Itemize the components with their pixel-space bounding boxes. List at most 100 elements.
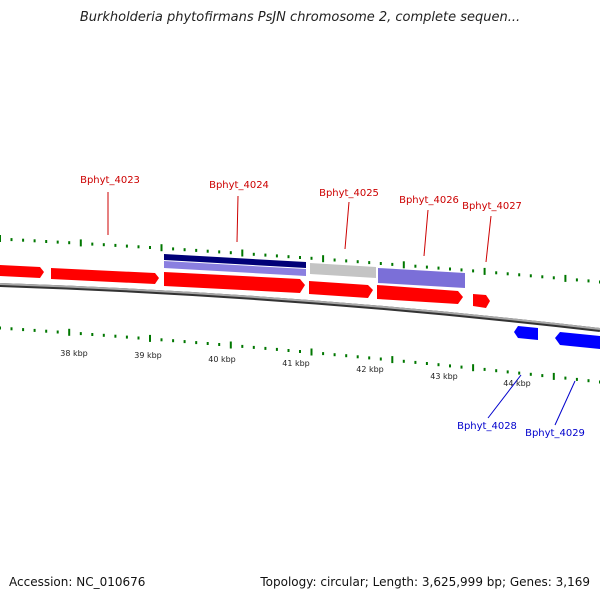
minor-tick	[449, 267, 451, 271]
minor-tick	[22, 328, 25, 332]
minor-tick	[275, 254, 278, 258]
minor-tick	[414, 264, 417, 268]
minor-tick	[264, 253, 267, 257]
major-tick	[391, 356, 394, 364]
gene-arrow-forward	[0, 265, 44, 278]
minor-tick	[425, 265, 428, 269]
feature-purple-bar	[378, 268, 465, 288]
minor-tick	[299, 350, 301, 353]
minor-tick	[541, 275, 544, 279]
gene-arrow-forward	[164, 272, 305, 293]
scale-label: 40 kbp	[208, 355, 236, 364]
callout-line	[423, 209, 429, 257]
minor-tick	[206, 342, 209, 345]
minor-tick	[183, 248, 186, 252]
callout-line	[344, 201, 350, 250]
other-features	[164, 254, 465, 288]
minor-tick	[79, 332, 82, 336]
callout-line	[485, 215, 492, 263]
minor-tick	[368, 261, 371, 265]
major-tick	[149, 334, 151, 342]
minor-tick	[575, 278, 578, 282]
minor-tick	[506, 370, 509, 374]
gene-label-forward: Bphyt_4025	[319, 188, 379, 199]
minor-tick	[149, 246, 151, 249]
minor-tick	[368, 356, 371, 360]
minor-tick	[137, 245, 140, 249]
minor-tick	[241, 344, 244, 348]
major-tick	[552, 372, 555, 380]
minor-tick	[379, 357, 382, 361]
minor-tick	[172, 247, 175, 251]
minor-tick	[68, 241, 71, 245]
minor-tick	[345, 259, 348, 263]
forward-gene-callouts: Bphyt_4023 Bphyt_4024 Bphyt_4025 Bphyt_4…	[80, 175, 522, 263]
minor-tick	[102, 333, 105, 337]
minor-tick	[252, 345, 255, 349]
minor-tick	[529, 372, 532, 376]
minor-tick	[33, 239, 36, 243]
reverse-gene-callouts: Bphyt_4028 Bphyt_4029	[457, 374, 585, 439]
reverse-gene-arrows	[514, 326, 600, 349]
minor-tick	[91, 333, 94, 336]
minor-tick	[56, 330, 59, 334]
accession-label: Accession: NC_010676	[9, 575, 146, 589]
minor-tick	[322, 352, 325, 356]
feature-dark-bar	[164, 254, 306, 268]
minor-tick	[195, 248, 198, 252]
minor-tick	[114, 243, 117, 247]
minor-tick	[22, 238, 25, 242]
scale-labels: 38 kbp 39 kbp 40 kbp 41 kbp 42 kbp 43 kb…	[60, 349, 531, 388]
minor-tick	[518, 371, 521, 375]
minor-tick	[252, 252, 255, 256]
tick-marks-layer	[0, 235, 600, 384]
minor-tick	[483, 367, 486, 371]
minor-tick	[102, 243, 105, 247]
minor-tick	[10, 238, 13, 242]
minor-tick	[45, 240, 48, 243]
minor-tick	[172, 339, 175, 343]
minor-tick	[414, 360, 417, 364]
minor-tick	[379, 262, 382, 265]
scale-label: 44 kbp	[503, 379, 531, 388]
minor-tick	[218, 343, 221, 346]
minor-tick	[541, 374, 544, 378]
minor-tick	[333, 353, 336, 357]
minor-tick	[449, 364, 451, 368]
minor-tick	[402, 359, 405, 363]
backbone-shadow	[0, 283, 600, 332]
minor-tick	[460, 365, 463, 369]
major-tick	[160, 244, 163, 252]
minor-tick	[575, 377, 578, 381]
feature-light-bar	[164, 261, 306, 276]
minor-tick	[587, 279, 590, 283]
minor-tick	[345, 354, 348, 358]
feature-grey-bar	[310, 263, 376, 278]
callout-line	[487, 374, 522, 419]
minor-tick	[391, 262, 394, 266]
major-tick	[322, 255, 325, 263]
gene-label-reverse: Bphyt_4029	[525, 428, 585, 439]
minor-tick	[56, 240, 59, 244]
minor-tick	[33, 328, 36, 332]
callout-line	[236, 195, 239, 243]
scale-label: 43 kbp	[430, 372, 458, 381]
minor-tick	[356, 355, 359, 359]
minor-tick	[472, 269, 475, 273]
minor-tick	[45, 329, 48, 333]
major-tick	[472, 364, 475, 372]
gene-arrow-reverse	[514, 326, 538, 340]
minor-tick	[125, 335, 128, 339]
minor-tick	[287, 255, 290, 259]
minor-tick	[437, 363, 440, 367]
major-tick	[241, 249, 244, 257]
gene-arrow-forward	[473, 294, 490, 308]
minor-tick	[114, 334, 117, 338]
minor-tick	[425, 362, 428, 365]
minor-tick	[125, 244, 128, 248]
genome-summary-label: Topology: circular; Length: 3,625,999 bp…	[260, 575, 590, 589]
minor-tick	[310, 256, 313, 260]
minor-tick	[587, 379, 590, 383]
minor-tick	[137, 336, 140, 340]
